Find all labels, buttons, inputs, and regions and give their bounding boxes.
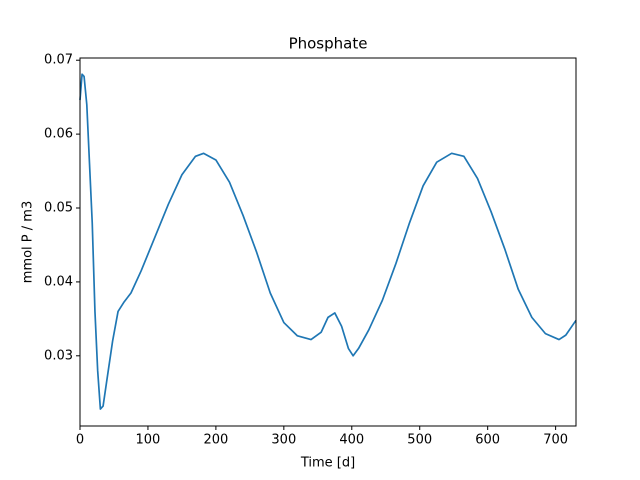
- x-tick-label: 0: [76, 433, 84, 448]
- y-tick-label: 0.04: [44, 274, 73, 289]
- plot-frame: [79, 57, 577, 427]
- y-tick-label: 0.05: [44, 201, 73, 216]
- x-tick-label: 600: [475, 433, 500, 448]
- y-tick-label: 0.06: [44, 127, 73, 142]
- chart-title: Phosphate: [289, 35, 368, 53]
- y-axis-label: mmol P / m3: [21, 201, 36, 283]
- line-series: [79, 73, 577, 410]
- y-tick-label: 0.07: [44, 53, 73, 68]
- x-tick-label: 400: [339, 433, 364, 448]
- x-tick-label: 700: [543, 433, 568, 448]
- x-tick-label: 200: [203, 433, 228, 448]
- y-tick-label: 0.03: [44, 348, 73, 363]
- x-tick-label: 300: [271, 433, 296, 448]
- x-axis-label: Time [d]: [300, 456, 355, 471]
- x-tick-label: 100: [136, 433, 161, 448]
- x-tick-label: 500: [407, 433, 432, 448]
